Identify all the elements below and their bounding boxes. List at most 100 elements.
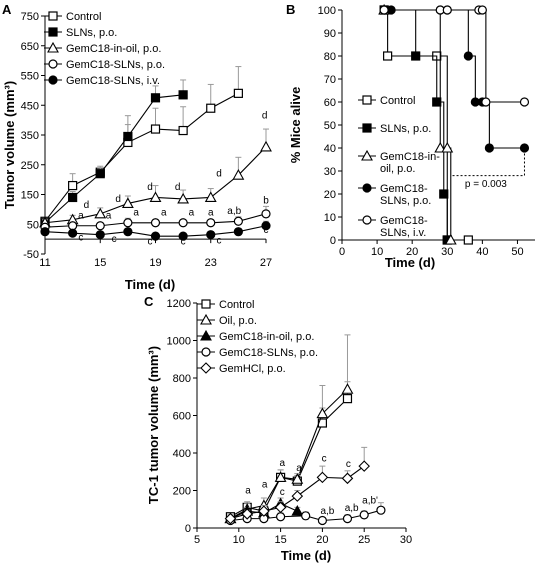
- data-point: [178, 90, 188, 100]
- data-point: [224, 512, 237, 525]
- x-tick-label: 0: [339, 246, 345, 258]
- legend-entry: GemC18-in-oil, p.o.: [197, 329, 314, 343]
- data-point: [463, 235, 473, 245]
- data-point: [342, 394, 353, 404]
- legend-label-line: SLNs, i.v.: [380, 227, 426, 239]
- panel-c-label: C: [144, 294, 154, 309]
- y-tick-label: 550: [21, 71, 39, 83]
- legend-entry: GemHCl, p.o.: [197, 362, 286, 375]
- x-tick-label: 15: [274, 534, 286, 546]
- annotation-label: c: [181, 236, 186, 247]
- legend-marker: [201, 347, 211, 357]
- legend-marker: [362, 215, 372, 225]
- data-point: [68, 192, 78, 203]
- data-point: [439, 189, 449, 199]
- legend-label-line: Control: [380, 95, 415, 107]
- data-point: [178, 218, 188, 228]
- data-point: [123, 131, 133, 142]
- data-point: [232, 169, 245, 180]
- y-tick-label: 800: [173, 373, 191, 385]
- annotation-label: c: [112, 234, 117, 245]
- panel-c-xlabel: Time (d): [281, 548, 331, 563]
- data-point: [258, 505, 270, 517]
- data-point: [68, 180, 78, 191]
- data-point: [68, 228, 78, 238]
- legend-marker: [200, 329, 212, 341]
- annotation-label: d: [262, 111, 268, 122]
- data-point: [316, 471, 329, 484]
- data-point: [123, 227, 133, 237]
- data-point: [301, 511, 311, 521]
- legend-label-line: GemC18-: [380, 215, 428, 227]
- data-point: [261, 221, 271, 231]
- legend-label: Control: [219, 299, 254, 311]
- y-tick-label: 70: [324, 74, 336, 86]
- legend-entry: GemC18-SLNs, i.v.GemC18-SLNs, i.v.: [358, 215, 428, 239]
- data-point: [178, 231, 188, 241]
- legend-marker: [361, 149, 373, 161]
- data-point: [341, 472, 354, 485]
- annotation-label: a: [133, 207, 139, 218]
- y-tick-label: 30: [324, 166, 336, 178]
- annotation-label: c: [147, 236, 152, 247]
- legend-marker: [48, 11, 58, 21]
- data-point: [233, 216, 243, 226]
- annotation-label: a: [296, 463, 302, 474]
- y-tick-label: 600: [173, 411, 191, 423]
- y-tick-label: 40: [324, 143, 336, 155]
- y-tick-label: 650: [21, 41, 39, 53]
- data-point: [441, 141, 454, 153]
- legend-entry: Oil, p.o.: [197, 313, 257, 327]
- legend-label: SLNs, p.o.: [66, 27, 117, 39]
- data-point: [358, 460, 370, 472]
- x-tick-label: 30: [400, 534, 412, 546]
- data-point: [206, 103, 216, 113]
- y-tick-label: 200: [173, 486, 191, 498]
- annotation-label: a,b: [320, 506, 334, 517]
- data-point: [150, 93, 161, 103]
- data-point: [150, 231, 161, 241]
- data-point: [233, 88, 243, 98]
- y-tick-label: 1200: [167, 298, 191, 310]
- legend-entry: Control: [44, 11, 101, 23]
- x-tick-label: 30: [441, 246, 453, 258]
- legend-label-line: oil, p.o.: [380, 163, 415, 175]
- annotation-label: a,b: [345, 503, 359, 514]
- data-point: [434, 141, 447, 153]
- panel-c-ylabel: TC-1 tumor volume (mm³): [146, 346, 161, 504]
- panel-c-plot: 0 200 400 600 800 1000 1200 5 10 15 20 25 30 Control O…: [167, 298, 413, 546]
- panel-b-plot: 0 10 20 30 40 50 60 70 80 90 100 0 10 20 30 40 50 Control…: [318, 3, 535, 258]
- legend-label: GemC18-in-oil, p.o.: [219, 331, 314, 343]
- annotation-label: d: [216, 169, 222, 180]
- x-tick-label: 10: [371, 246, 383, 258]
- y-tick-label: 0: [185, 523, 191, 535]
- legend-marker: [362, 95, 372, 105]
- x-tick-label: 23: [205, 257, 217, 269]
- legend-marker: [48, 27, 58, 37]
- x-tick-label: 19: [149, 257, 161, 269]
- annotation-label: a: [189, 207, 195, 218]
- data-point: [316, 407, 329, 419]
- data-point: [477, 5, 487, 15]
- annotation-label: a: [279, 458, 285, 469]
- data-point: [121, 197, 134, 208]
- data-point: [150, 218, 161, 228]
- data-point: [241, 508, 253, 520]
- y-tick-label: -50: [23, 249, 39, 261]
- data-point: [95, 230, 105, 240]
- x-tick-label: 11: [39, 257, 50, 269]
- y-tick-label: 90: [324, 28, 336, 40]
- legend-marker: [48, 75, 58, 85]
- data-point: [274, 501, 287, 514]
- series-line: [44, 94, 184, 224]
- y-tick-label: 60: [324, 97, 336, 109]
- legend-marker: [48, 59, 58, 69]
- legend-label: GemHCl, p.o.: [219, 363, 286, 375]
- legend-label-line: GemC18-in-: [380, 151, 440, 163]
- legend-label: Oil, p.o.: [219, 315, 257, 327]
- annotation-label: a: [78, 210, 84, 221]
- x-tick-label: 25: [358, 534, 370, 546]
- data-point: [383, 51, 393, 61]
- annotation-label: c: [217, 236, 222, 247]
